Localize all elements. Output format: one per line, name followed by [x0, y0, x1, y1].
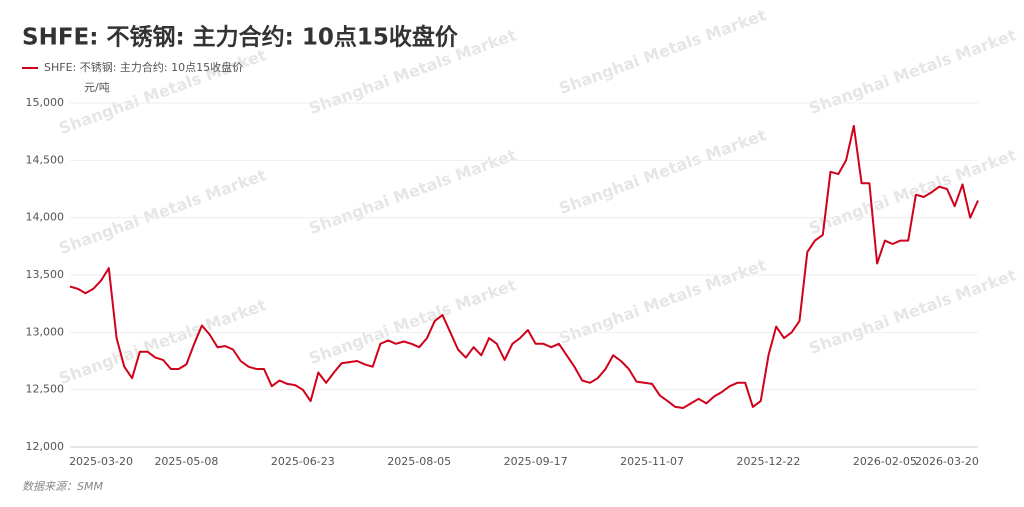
watermark: Shanghai Metals Market [306, 275, 519, 368]
x-tick-label: 2025-05-08 [154, 455, 218, 468]
chart-title: SHFE: 不锈钢: 主力合约: 10点15收盘价 [22, 24, 459, 51]
x-tick-label: 2025-03-20 [69, 455, 133, 468]
watermark: Shanghai Metals Market [56, 295, 269, 388]
line [69, 124, 979, 409]
x-tick-label: 2025-06-23 [271, 455, 335, 468]
watermark: Shanghai Metals Market [806, 265, 1019, 358]
watermark: Shanghai Metals Market [806, 25, 1019, 118]
watermark: Shanghai Metals Market [556, 255, 769, 348]
y-tick-label: 15,000 [26, 96, 65, 109]
source: 数据来源：SMM [22, 480, 103, 493]
x-tick-label: 2026-02-05 [853, 455, 917, 468]
watermark: Shanghai Metals Market [306, 145, 519, 238]
y-tick-label: 12,500 [26, 383, 65, 396]
y-axis-label: 元/吨 [84, 81, 110, 94]
x-tick-label: 2025-11-07 [620, 455, 684, 468]
y-tick-label: 12,000 [26, 440, 65, 453]
y-tick-label: 14,000 [26, 211, 65, 224]
x-tick-label: 2026-03-20 [915, 455, 979, 468]
x-tick-label: 2025-12-22 [736, 455, 800, 468]
watermark: Shanghai Metals Market [556, 5, 769, 98]
watermark: Shanghai Metals Market [806, 145, 1019, 238]
legend-label: SHFE: 不锈钢: 主力合约: 10点15收盘价 [44, 60, 243, 74]
watermark: Shanghai Metals Market [556, 125, 769, 218]
x-tick-label: 2025-08-05 [387, 455, 451, 468]
y-tick-label: 13,500 [26, 268, 65, 281]
y-tick-label: 13,000 [26, 325, 65, 338]
y-tick-label: 14,500 [26, 153, 65, 166]
x-tick-label: 2025-09-17 [504, 455, 568, 468]
watermark: Shanghai Metals Market [56, 165, 269, 258]
